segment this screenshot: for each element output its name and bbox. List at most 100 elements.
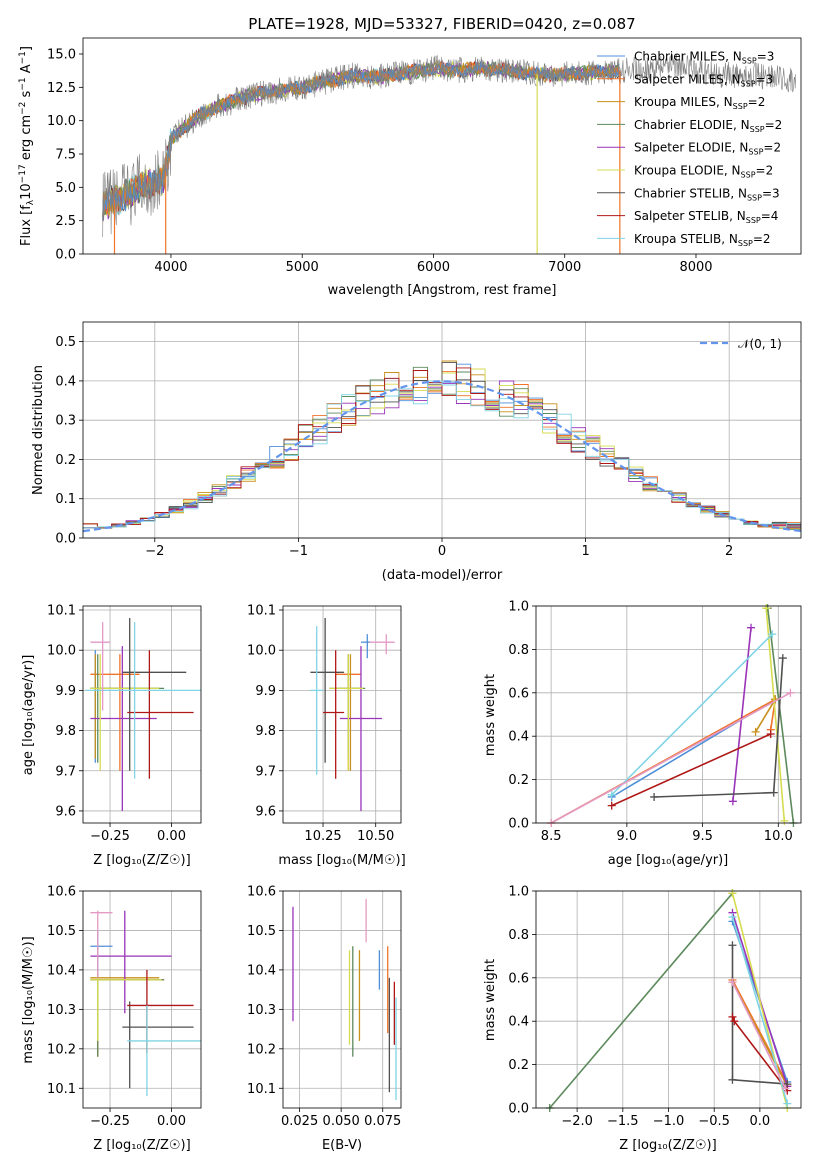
mass-ebv-xlabel: E(B-V) <box>322 1138 362 1153</box>
y-tick-label: 0.4 <box>55 374 76 389</box>
x-tick-label: 6000 <box>417 260 450 275</box>
weight-z-xlabel: Z [log₁₀(Z/Z☉)] <box>619 1138 716 1153</box>
axes-frame <box>535 890 802 1109</box>
x-tick-label: 9.5 <box>692 829 713 844</box>
mass-weight-marker <box>780 816 789 825</box>
y-tick-label: 0.8 <box>508 643 529 658</box>
y-tick-label: 1.0 <box>508 885 529 900</box>
y-tick-label: 10.1 <box>247 1082 276 1097</box>
x-tick-label: 5000 <box>286 260 319 275</box>
y-tick-label: 9.7 <box>255 764 276 779</box>
mass-weight-marker <box>728 1012 737 1021</box>
y-tick-label: 0.2 <box>55 453 76 468</box>
y-tick-label: 0.6 <box>508 686 529 701</box>
y-tick-label: 0.5 <box>55 335 76 350</box>
normal-legend-label: 𝒩(0, 1) <box>738 337 782 351</box>
mass-weight-marker <box>786 688 795 697</box>
mass-weight-marker <box>728 941 737 950</box>
y-tick-label: 10.4 <box>247 963 276 978</box>
mass-vs-ebv-panel: 0.025 0.050 0.075 10.1 10.2 10.3 10.4 10.5 10.6 <box>247 885 402 1129</box>
spectrum-ylabel: Flux [fλ10−17 erg cm−2 s−1 A−1] <box>18 46 36 246</box>
y-tick-label: 1.0 <box>508 600 529 615</box>
y-tick-label: 9.8 <box>55 724 76 739</box>
x-tick-label: 0.050 <box>323 1114 360 1129</box>
axes-frame <box>82 605 202 824</box>
y-tick-label: 10.4 <box>47 963 76 978</box>
y-tick-label: 10.3 <box>247 1003 276 1018</box>
observed-spectrum-line <box>102 53 796 238</box>
mass-vs-z-panel: −0.25 0.00 10.1 10.2 10.3 10.4 10.5 10.6 <box>47 885 202 1129</box>
axes-frame <box>282 890 402 1109</box>
mass-weight-marker <box>769 788 778 797</box>
axes-frame <box>82 37 802 255</box>
y-tick-label: 0.1 <box>55 492 76 507</box>
y-tick-label: 10.0 <box>47 644 76 659</box>
y-tick-label: 0.0 <box>55 532 76 547</box>
weight-z-ylabel: mass weight <box>483 959 498 1041</box>
y-tick-label: 9.9 <box>255 684 276 699</box>
mass-weight-marker <box>607 790 616 799</box>
y-tick-label: 10.6 <box>247 885 276 900</box>
mass-weight-line <box>731 979 789 1085</box>
age-mass-xlabel: mass [log₁₀(M/M☉)] <box>278 853 405 868</box>
x-tick-label: −0.25 <box>90 1114 130 1129</box>
y-tick-label: 10.1 <box>247 604 276 619</box>
mass-weight-marker <box>768 630 777 639</box>
mass-weight-marker <box>747 623 756 632</box>
weight-age-xlabel: age [log₁₀(age/yr)] <box>608 853 729 868</box>
age-vs-z-panel: −0.25 0.00 9.6 9.7 9.8 9.9 10.0 10.1 <box>47 604 202 844</box>
mass-weight-line <box>754 698 776 733</box>
mass-weight-marker <box>728 1075 737 1084</box>
mass-weight-line <box>765 608 786 821</box>
legend-label: Kroupa STELIB, NSSP=2 <box>634 232 771 248</box>
y-tick-label: 7.5 <box>55 148 76 163</box>
y-tick-label: 5.0 <box>55 181 76 196</box>
y-tick-label: 10.2 <box>247 1042 276 1057</box>
x-tick-label: −1.5 <box>607 1114 639 1129</box>
mass-z-xlabel: Z [log₁₀(Z/Z☉)] <box>93 1138 190 1153</box>
mass-weight-marker <box>781 1084 790 1093</box>
mass-weight-line <box>549 892 734 1109</box>
age-vs-mass-panel: 10.25 10.50 9.6 9.7 9.8 9.9 10.0 10.1 <box>247 604 402 844</box>
x-tick-label: 10.50 <box>357 829 394 844</box>
y-tick-label: 10.0 <box>247 644 276 659</box>
y-tick-label: 12.5 <box>47 81 76 96</box>
y-tick-label: 10.2 <box>47 1042 76 1057</box>
normal-curve <box>82 380 802 533</box>
mass-weight-line <box>731 981 787 1089</box>
mass-weight-marker <box>728 797 737 806</box>
mass-weight-marker <box>607 801 616 810</box>
x-tick-label: 8.5 <box>541 829 562 844</box>
legend-label: Kroupa ELODIE, NSSP=2 <box>634 164 773 180</box>
spectrum-xlabel: wavelength [Angstrom, rest frame] <box>328 283 557 298</box>
x-tick-label: −2 <box>145 544 164 559</box>
y-tick-label: 0.2 <box>508 773 529 788</box>
x-tick-label: 7000 <box>548 260 581 275</box>
x-tick-label: 0 <box>438 544 446 559</box>
x-tick-label: 0.075 <box>364 1114 401 1129</box>
x-tick-label: −0.5 <box>698 1114 730 1129</box>
x-tick-label: 0.025 <box>281 1114 318 1129</box>
x-tick-label: 2 <box>725 544 733 559</box>
histogram-xlabel: (data-model)/error <box>382 568 503 583</box>
x-tick-label: 10.0 <box>764 829 793 844</box>
y-tick-label: 15.0 <box>47 48 76 63</box>
residual-histogram-step <box>83 361 801 529</box>
age-z-xlabel: Z [log₁₀(Z/Z☉)] <box>93 853 190 868</box>
axes-frame <box>82 890 202 1109</box>
weight-vs-z-panel: −2.0 −1.5 −1.0 −0.5 0.0 0.0 0.2 0.4 0.6 0.8 1.0 <box>508 885 802 1129</box>
mass-weight-marker <box>783 1099 792 1108</box>
weight-vs-age-panel: 8.5 9.0 9.5 10.0 0.0 0.2 0.4 0.6 0.8 1.0 <box>508 600 802 844</box>
mass-weight-line <box>766 608 795 824</box>
mass-weight-marker <box>778 654 787 663</box>
y-tick-label: 0.0 <box>508 1102 529 1117</box>
y-tick-label: 9.6 <box>255 804 276 819</box>
y-tick-label: 9.8 <box>255 724 276 739</box>
y-tick-label: 0.0 <box>55 248 76 263</box>
legend-label: Kroupa MILES, NSSP=2 <box>634 95 765 111</box>
y-tick-label: 10.5 <box>47 924 76 939</box>
legend-label: Salpeter STELIB, NSSP=4 <box>634 209 778 225</box>
y-tick-label: 0.8 <box>508 928 529 943</box>
legend-label: Salpeter ELODIE, NSSP=2 <box>634 141 781 157</box>
